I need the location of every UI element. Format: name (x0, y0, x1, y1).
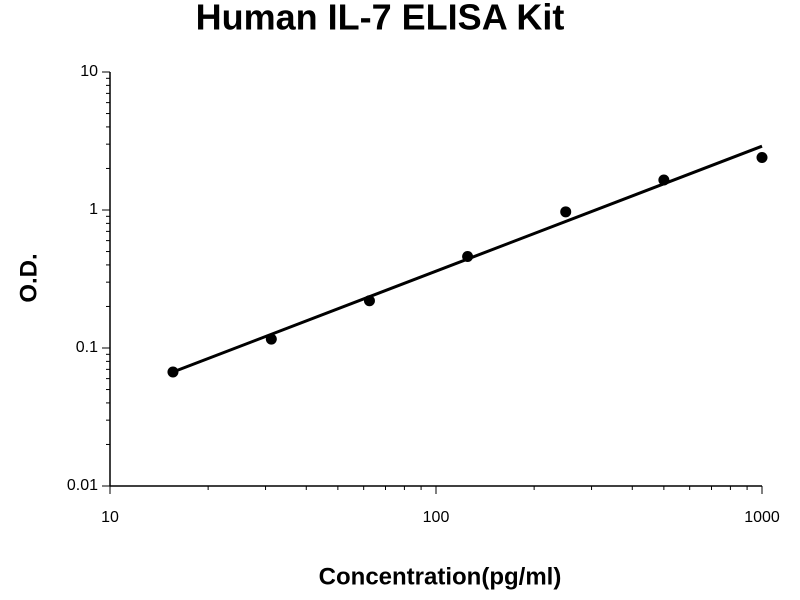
data-point (658, 174, 670, 186)
data-point (462, 251, 474, 263)
y-tick-label: 1 (89, 201, 98, 218)
x-tick-label: 10 (101, 509, 119, 526)
x-tick-label: 100 (423, 509, 450, 526)
y-tick-label: 10 (80, 63, 98, 80)
x-axis-label: Concentration(pg/ml) (319, 563, 562, 590)
x-tick-label: 1000 (744, 509, 780, 526)
data-point (560, 206, 572, 218)
y-axis-label: O.D. (15, 253, 42, 302)
data-point (363, 295, 375, 307)
data-point (265, 333, 277, 345)
y-tick-label: 0.01 (67, 477, 98, 494)
y-tick-label: 0.1 (76, 339, 98, 356)
chart-title: Human IL-7 ELISA Kit (196, 0, 565, 38)
data-point (756, 152, 768, 164)
data-point (167, 366, 179, 378)
